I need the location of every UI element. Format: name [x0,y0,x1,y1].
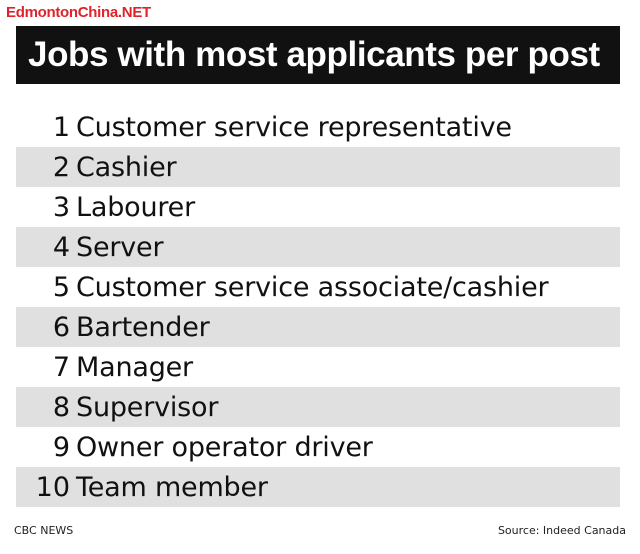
job-title: Customer service representative [76,111,512,143]
rank-number: 1 [52,111,70,143]
list-item: 2 Cashier [16,147,620,187]
job-title: Customer service associate/cashier [76,271,549,303]
list-item: 10 Team member [16,467,620,507]
rank-number: 6 [52,311,70,343]
credit-text: CBC NEWS [14,524,74,537]
list-item: 4 Server [16,227,620,267]
page-title: Jobs with most applicants per post [16,26,620,84]
job-title: Team member [76,471,268,503]
list-item: 8 Supervisor [16,387,620,427]
job-title: Supervisor [76,391,219,423]
job-title: Manager [76,351,193,383]
source-text: Source: Indeed Canada [497,524,626,537]
rank-number: 5 [52,271,70,303]
rank-number: 8 [52,391,70,423]
list-item: 1 Customer service representative [16,107,620,147]
rank-number: 2 [52,151,70,183]
list-item: 5 Customer service associate/cashier [16,267,620,307]
watermark-text: EdmontonChina.NET [6,4,151,21]
jobs-list: 1 Customer service representative 2 Cash… [16,107,620,507]
list-item: 3 Labourer [16,187,620,227]
job-title: Owner operator driver [76,431,373,463]
rank-number: 10 [35,471,70,503]
rank-number: 9 [52,431,70,463]
rank-number: 4 [52,231,70,263]
rank-number: 3 [52,191,70,223]
job-title: Server [76,231,164,263]
list-item: 9 Owner operator driver [16,427,620,467]
rank-number: 7 [52,351,70,383]
list-item: 6 Bartender [16,307,620,347]
job-title: Cashier [76,151,177,183]
job-title: Bartender [76,311,210,343]
list-item: 7 Manager [16,347,620,387]
job-title: Labourer [76,191,195,223]
